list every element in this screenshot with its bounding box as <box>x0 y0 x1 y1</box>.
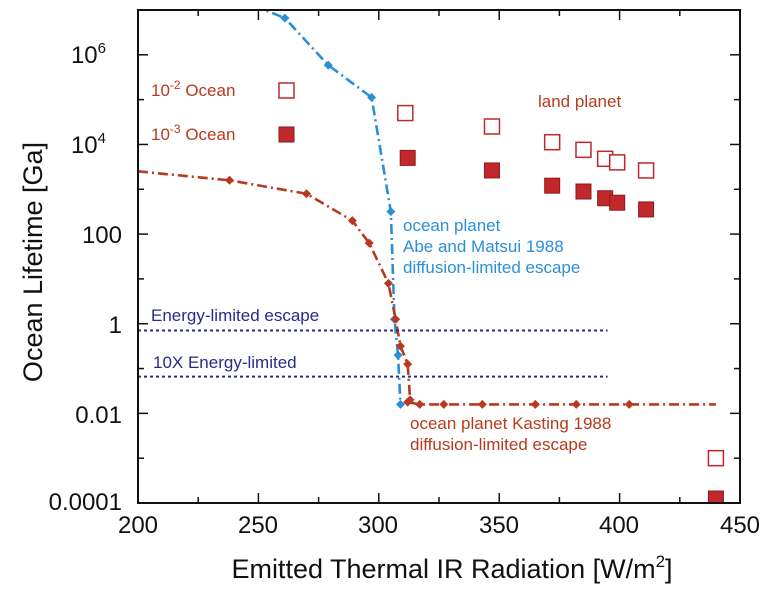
series-diamond-1 <box>302 189 312 199</box>
open-square-point <box>543 133 561 151</box>
series-diamond-1 <box>347 216 357 226</box>
legend-label-1e-3-ocean: 10-3 Ocean <box>151 122 235 144</box>
open-square-point <box>397 104 414 122</box>
energy-limited-label: Energy-limited escape <box>151 306 319 325</box>
abe-matsui-label-line1: ocean planet <box>403 216 501 235</box>
series-diamond-1 <box>403 397 413 407</box>
x-tick-label-250: 250 <box>238 512 278 539</box>
y-tick-label-100: 100 <box>82 222 122 249</box>
filled-square-point <box>544 177 561 194</box>
filled-square-point <box>609 194 626 211</box>
x-tick-label-350: 350 <box>479 512 519 539</box>
y-tick-label-0.0001: 0.0001 <box>49 489 122 516</box>
series-diamond-0 <box>393 350 403 360</box>
series-diamond-1 <box>415 399 425 409</box>
tick-layer <box>137 9 741 504</box>
series-diamond-0 <box>280 13 290 23</box>
series-diamond-0 <box>395 399 405 409</box>
x-tick-label-300: 300 <box>358 512 398 539</box>
series-diamond-0 <box>367 92 377 102</box>
kasting-label-line1: ocean planet Kasting 1988 <box>410 414 611 433</box>
series-diamond-0 <box>323 60 333 70</box>
series-layer <box>138 10 725 503</box>
y-tick-label-1e4: 104 <box>71 130 106 159</box>
series-diamond-1 <box>364 238 374 248</box>
series-diamond-1 <box>477 399 487 409</box>
legend-label-1e-2-ocean: 10-2 Ocean <box>151 78 235 100</box>
x-tick-label-200: 200 <box>118 512 158 539</box>
series-diamond-0 <box>386 207 396 217</box>
series-diamond-1 <box>383 278 393 288</box>
x-tick-label-450: 450 <box>720 512 760 539</box>
y-tick-label-1: 1 <box>109 312 122 339</box>
open-square-point <box>575 141 592 159</box>
series-diamond-1 <box>395 341 405 351</box>
series-diamond-1 <box>391 314 401 324</box>
land-planet-label: land planet <box>538 92 621 111</box>
abe-matsui-label-line2: Abe and Matsui 1988 <box>403 237 564 256</box>
series-diamond-1 <box>225 175 235 185</box>
filled-square-point <box>707 490 724 503</box>
kasting-label-line2: diffusion-limited escape <box>410 435 587 454</box>
y-axis-title: Ocean Lifetime [Ga] <box>18 142 48 382</box>
open-square-point <box>637 162 655 179</box>
series-diamond-0 <box>253 10 254 11</box>
legend-filled-square <box>278 126 295 143</box>
series-line-0 <box>261 10 402 405</box>
filled-square-point <box>575 183 592 200</box>
filled-square-point <box>638 201 655 218</box>
y-tick-label-0.01: 0.01 <box>75 402 122 429</box>
open-square-point <box>608 154 626 171</box>
series-diamond-1 <box>403 359 413 369</box>
filled-square-point <box>483 162 500 179</box>
abe-matsui-label-line3: diffusion-limited escape <box>403 258 580 277</box>
legend-open-square <box>278 82 295 99</box>
series-diamond-1 <box>530 399 540 409</box>
series-line-1 <box>138 170 716 406</box>
series-diamond-1 <box>624 399 634 409</box>
filled-square-point <box>399 149 416 166</box>
series-diamond-1 <box>439 399 449 409</box>
series-diamond-1 <box>571 399 581 409</box>
energy-limited-10x-label: 10X Energy-limited <box>153 353 297 372</box>
x-axis-title: Emitted Thermal IR Radiation [W/m2] <box>231 552 672 584</box>
open-square-point <box>483 118 501 135</box>
x-tick-label-400: 400 <box>599 512 639 539</box>
y-tick-label-1e6: 106 <box>71 40 106 69</box>
open-square-point <box>707 449 725 467</box>
